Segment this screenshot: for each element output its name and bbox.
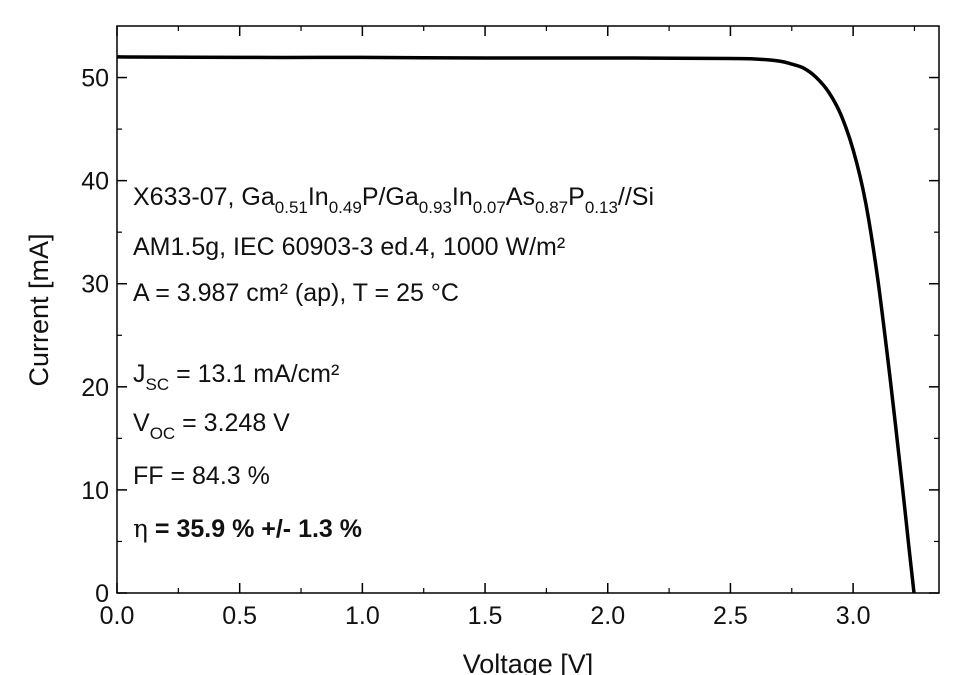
- x-tick-label: 1.0: [345, 602, 380, 630]
- annotation-ff: FF = 84.3 %: [133, 462, 270, 490]
- annotation-area-temp: A = 3.987 cm² (ap), T = 25 °C: [133, 279, 459, 307]
- x-tick-label: 2.5: [713, 602, 748, 630]
- x-tick-label: 0.0: [100, 602, 135, 630]
- plot-frame: [116, 25, 940, 594]
- iv-curve-line: [116, 55, 916, 594]
- y-tick-label: 40: [81, 168, 109, 196]
- annotation-jsc: JSC = 13.1 mA/cm²: [133, 360, 339, 394]
- x-tick-label: 0.5: [222, 602, 257, 630]
- x-tick-label: 2.0: [590, 602, 625, 630]
- y-tick-label: 20: [81, 374, 109, 402]
- annotation-sample: X633-07, Ga0.51In0.49P/Ga0.93In0.07As0.8…: [133, 183, 654, 217]
- annotation-efficiency: η = 35.9 % +/- 1.3 %: [133, 514, 362, 543]
- x-tick-label: 1.5: [468, 602, 503, 630]
- x-axis-ticks: 0.0 0.5 1.0 1.5 2.0 2.5 3.0: [100, 26, 916, 630]
- annotation-conditions: AM1.5g, IEC 60903-3 ed.4, 1000 W/m²: [133, 233, 565, 261]
- y-tick-label: 30: [81, 271, 109, 299]
- annotation-voc: VOC = 3.248 V: [133, 409, 290, 443]
- y-axis-ticks: 0 10 20 30 40 50: [81, 65, 939, 608]
- y-axis-title: Current [mA]: [24, 233, 54, 386]
- x-tick-label: 3.0: [836, 602, 871, 630]
- x-axis-title: Voltage [V]: [463, 649, 594, 675]
- annotation-block: X633-07, Ga0.51In0.49P/Ga0.93In0.07As0.8…: [133, 183, 654, 543]
- y-tick-label: 50: [81, 65, 109, 93]
- y-tick-label: 0: [95, 580, 109, 608]
- y-tick-label: 10: [81, 477, 109, 505]
